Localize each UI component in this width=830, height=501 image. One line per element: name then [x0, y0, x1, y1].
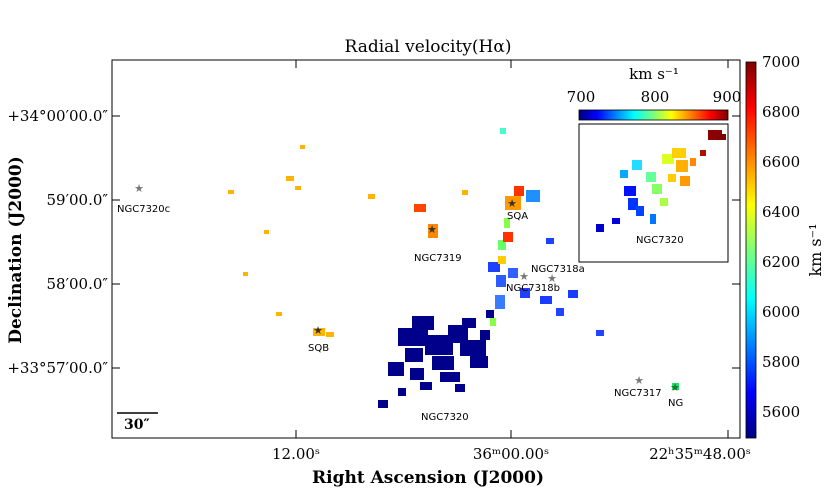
label-ngc7319: NGC7319	[414, 253, 462, 264]
x-tick-36m: 36ᵐ00.00ˢ	[473, 445, 549, 463]
cbar-tick-6600: 6600	[762, 153, 800, 171]
y-tick-33-57: +33°57′00.0″	[7, 359, 108, 377]
cbar-tick-6400: 6400	[762, 203, 800, 221]
cbar-tick-5600: 5600	[762, 403, 800, 421]
inset-colorbar	[578, 109, 729, 121]
scalebar-label: 30″	[124, 417, 150, 433]
inset-tick-800: 800	[641, 88, 670, 106]
label-sqa: SQA	[507, 211, 528, 222]
x-tick-22h: 22ʰ35ᵐ48.00ˢ	[649, 445, 751, 463]
sqb-region	[228, 145, 468, 337]
velocity-map	[228, 128, 679, 408]
scalebar: 30″	[117, 412, 158, 433]
filament-region	[488, 128, 604, 336]
cbar-tick-6800: 6800	[762, 103, 800, 121]
y-tick-labels: +34°00′00.0″ 59′00.0″ 58′00.0″ +33°57′00…	[7, 107, 108, 377]
label-ngc7320: NGC7320	[421, 412, 469, 423]
x-tick-labels: 12.00ˢ 36ᵐ00.00ˢ 22ʰ35ᵐ48.00ˢ	[272, 445, 751, 463]
sqa-star-icon: ★	[507, 197, 517, 210]
main-colorbar-ticks: 7000 6800 6600 6400 6200 6000 5800 5600	[762, 53, 800, 421]
y-tick-59: 59′00.0″	[47, 191, 109, 209]
ngc7317-star-icon: ★	[634, 374, 644, 387]
ng-star-icon: ★	[670, 381, 680, 394]
axis-ticks	[112, 60, 740, 438]
source-labels: NGC7320c SQA NGC7319 NGC7318a NGC7318b S…	[117, 204, 683, 423]
cbar-tick-6000: 6000	[762, 303, 800, 321]
y-tick-34-00: +34°00′00.0″	[7, 107, 108, 125]
label-ngc7318a: NGC7318a	[531, 264, 585, 275]
ngc7318b-star-icon: ★	[519, 270, 529, 283]
cbar-tick-7000: 7000	[762, 53, 800, 71]
label-ngc7320c: NGC7320c	[117, 204, 170, 215]
y-axis-label: Declination (J2000)	[6, 156, 26, 344]
label-ngc7318b: NGC7318b	[506, 283, 560, 294]
label-sqb: SQB	[308, 343, 329, 354]
inset-label: NGC7320	[636, 235, 684, 246]
label-ngc7317: NGC7317	[614, 388, 662, 399]
inset-colorbar-tick-labels: 700 800 900	[567, 88, 742, 106]
source-markers: ★ ★ ★ ★ ★ ★ ★ ★	[134, 182, 680, 394]
main-colorbar	[745, 61, 757, 439]
ngc7320-region	[378, 310, 494, 408]
ngc7319-star-icon: ★	[427, 223, 437, 236]
cbar-tick-6200: 6200	[762, 253, 800, 271]
chart-title: Radial velocity(Hα)	[345, 37, 512, 57]
ngc7318a-star-icon: ★	[547, 272, 557, 285]
ngc7319-region	[414, 204, 438, 238]
inset-tick-900: 900	[713, 88, 742, 106]
ngc7320c-star-icon: ★	[134, 182, 144, 195]
inset-colorbar-label: km s⁻¹	[629, 65, 679, 83]
inset-panel: km s⁻¹ 700 800 900	[567, 65, 742, 263]
y-tick-58: 58′00.0″	[47, 275, 109, 293]
cbar-tick-5800: 5800	[762, 353, 800, 371]
label-ng: NG	[668, 398, 683, 409]
x-tick-12s: 12.00ˢ	[272, 445, 320, 463]
x-axis-label: Right Ascension (J2000)	[312, 468, 544, 488]
ng-source-blob	[672, 383, 679, 390]
inset-tick-700: 700	[567, 88, 596, 106]
sqb-star-icon: ★	[313, 324, 323, 337]
inset-map	[596, 130, 726, 232]
sqa-region	[498, 186, 524, 264]
main-colorbar-label: km s⁻¹	[806, 223, 825, 276]
